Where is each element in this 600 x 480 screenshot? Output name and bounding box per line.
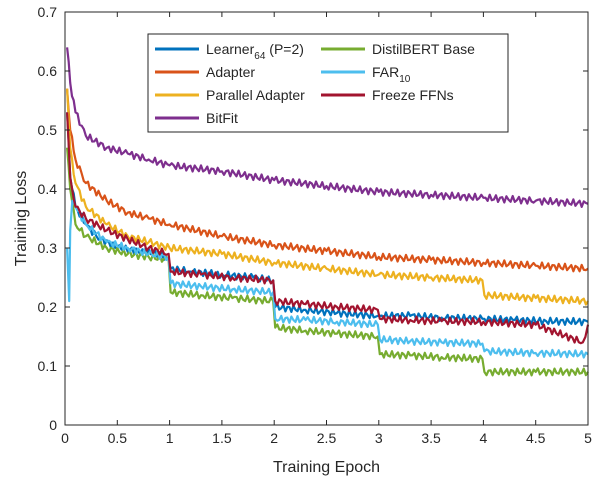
x-tick-label: 4.5 — [526, 430, 546, 446]
x-tick-label: 1.5 — [212, 430, 232, 446]
x-tick-label: 1 — [166, 430, 174, 446]
y-tick-label: 0.7 — [38, 4, 58, 20]
x-tick-label: 2.5 — [317, 430, 337, 446]
series-line — [66, 88, 589, 306]
y-tick-label: 0 — [49, 417, 57, 433]
legend-item: Learner64 (P=2) — [155, 41, 304, 62]
legend-item: Parallel Adapter — [155, 87, 305, 103]
legend-label: Adapter — [206, 64, 255, 80]
series-line — [66, 199, 589, 359]
x-tick-label: 4 — [480, 430, 488, 446]
x-tick-label: 5 — [584, 430, 592, 446]
legend-item: Freeze FFNs — [321, 87, 454, 103]
y-tick-label: 0.4 — [38, 181, 58, 197]
legend-label: DistilBERT Base — [372, 41, 475, 57]
x-tick-label: 3.5 — [421, 430, 441, 446]
y-tick-label: 0.2 — [38, 299, 58, 315]
x-tick-label: 0.5 — [108, 430, 128, 446]
x-tick-label: 3 — [375, 430, 383, 446]
y-tick-label: 0.1 — [38, 358, 58, 374]
x-tick-label: 0 — [61, 430, 69, 446]
legend-item: BitFit — [155, 110, 238, 126]
y-tick-label: 0.6 — [38, 63, 58, 79]
y-tick-label: 0.3 — [38, 240, 58, 256]
legend-label: Freeze FFNs — [372, 87, 454, 103]
x-axis-label: Training Epoch — [273, 459, 380, 476]
legend-item: DistilBERT Base — [321, 41, 475, 57]
series-line — [66, 112, 590, 345]
legend-label: BitFit — [206, 110, 238, 126]
y-tick-label: 0.5 — [38, 122, 58, 138]
series-line — [66, 47, 589, 208]
series-line — [66, 88, 589, 273]
ticks-layer: 0 0.5 1 1.5 2 2.5 3 3.5 4 4.5 5 0 0.1 0.2 0.3 0.4 0.5 0.6… — [38, 4, 593, 446]
legend-label: Parallel Adapter — [206, 87, 305, 103]
legend-item: Adapter — [155, 64, 255, 80]
y-axis-label: Training Loss — [13, 171, 30, 266]
x-tick-label: 2 — [270, 430, 278, 446]
legend-label: Learner64 (P=2) — [206, 41, 304, 62]
series-layer — [66, 47, 590, 377]
legend: Learner64 (P=2) Adapter Parallel Adapter Bi… — [147, 33, 509, 133]
